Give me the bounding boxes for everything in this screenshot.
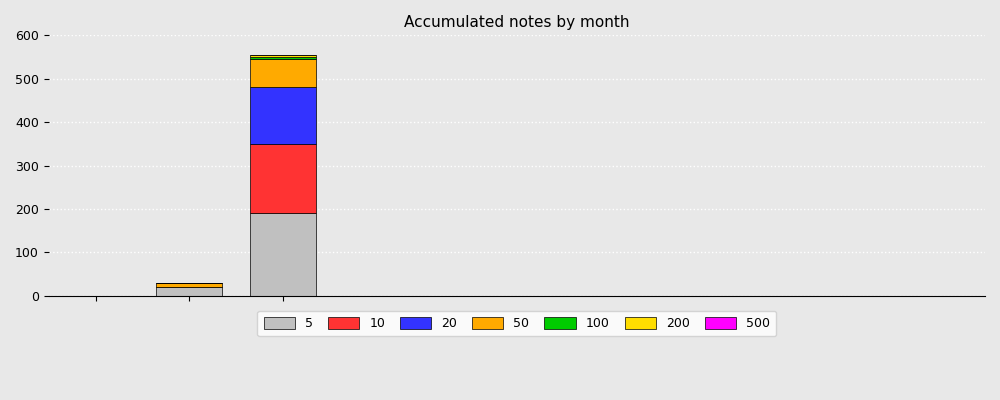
- Bar: [250, 59, 316, 88]
- Bar: [156, 283, 222, 287]
- Bar: [250, 57, 316, 59]
- Bar: [156, 287, 222, 296]
- Title: Accumulated notes by month: Accumulated notes by month: [404, 15, 630, 30]
- Bar: [250, 55, 316, 57]
- Bar: [250, 213, 316, 296]
- Bar: [250, 144, 316, 213]
- Legend: 5, 10, 20, 50, 100, 200, 500: 5, 10, 20, 50, 100, 200, 500: [257, 311, 776, 336]
- Bar: [250, 88, 316, 144]
